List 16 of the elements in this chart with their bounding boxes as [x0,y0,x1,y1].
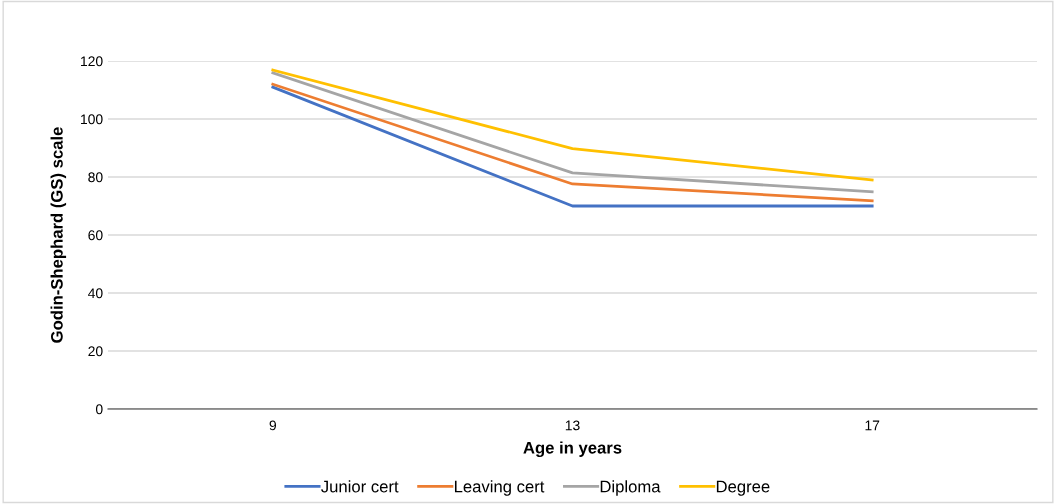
y-axis-title: Godin-Shephard (GS) scale [50,127,67,343]
x-axis-title: Age in years [523,441,622,457]
legend-label: Leaving cert [454,480,545,496]
legend-label: Junior cert [321,480,399,493]
y-tick-label: 20 [88,346,103,357]
y-tick-label: 120 [81,56,103,67]
x-tick-label: 13 [565,420,580,431]
legend-label: Degree [716,480,770,496]
y-tick-label: 80 [88,172,103,183]
y-tick-label: 100 [81,114,103,125]
y-tick-label: 0 [95,404,103,415]
y-tick-label: 60 [88,230,103,241]
legend-label: Diploma [600,480,661,496]
x-tick-label: 17 [865,420,880,431]
x-tick-label: 9 [269,420,277,431]
y-tick-label: 40 [88,288,103,299]
